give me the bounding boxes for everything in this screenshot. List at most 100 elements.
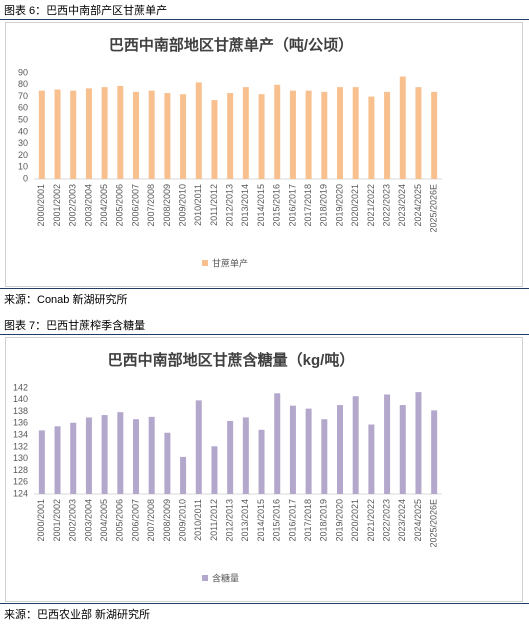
bar [70,90,77,179]
figure-source: 来源：Conab 新湖研究所 [4,294,128,306]
bar [195,400,202,494]
x-tick-label: 2012/2013 [225,184,235,227]
bar [101,87,108,179]
legend-swatch [202,575,208,581]
rule [0,603,529,604]
bar [242,87,249,179]
bar [431,410,438,494]
y-tick-label: 142 [13,382,28,392]
x-tick-label: 2022/2023 [381,499,391,542]
bar [384,394,391,494]
y-tick-label: 138 [13,406,28,416]
x-tick-label: 2002/2003 [68,184,78,227]
x-tick-label: 2014/2015 [256,499,266,542]
bar [368,424,375,494]
bar [148,90,155,179]
bar [38,90,45,179]
x-tick-label: 2023/2024 [397,499,407,542]
bar [337,87,343,179]
x-tick-label: 2003/2004 [83,184,93,227]
x-tick-label: 2003/2004 [83,499,93,542]
x-tick-label: 2004/2005 [99,184,109,227]
legend-label: 含糖量 [212,572,239,583]
x-tick-label: 2000/2001 [36,184,46,227]
bar [133,91,139,179]
x-tick-label: 2018/2019 [319,184,329,227]
bar [258,429,265,494]
x-tick-label: 2010/2011 [193,499,203,541]
x-tick-label: 2007/2008 [146,184,156,227]
x-tick-label: 2008/2009 [162,499,172,542]
y-tick-label: 80 [18,79,28,89]
x-tick-label: 2018/2019 [319,499,329,542]
chart-title: 巴西中南部地区甘蔗含糖量（kg/吨） [108,351,355,369]
bar [274,393,281,494]
x-tick-label: 2011/2012 [209,184,219,226]
y-tick-label: 134 [13,429,28,439]
bar [399,76,406,179]
y-tick-label: 50 [18,114,28,124]
x-tick-label: 2015/2016 [272,499,282,542]
figure-caption: 图表 7：巴西甘蔗榨季含糖量 [4,320,146,332]
x-tick-label: 2016/2017 [287,499,297,542]
y-tick-label: 60 [18,103,28,113]
bar [415,87,422,179]
y-tick-label: 30 [18,138,28,148]
x-tick-label: 2019/2020 [334,499,344,542]
x-tick-label: 2009/2010 [177,499,187,542]
bar [211,100,218,179]
y-tick-label: 140 [13,394,28,404]
x-tick-label: 2013/2014 [240,499,250,542]
bar [117,412,124,494]
bar [133,419,139,494]
rule [0,334,529,335]
x-tick-label: 2010/2011 [193,184,203,226]
y-tick-label: 136 [13,418,28,428]
legend-swatch [202,260,208,266]
bar [289,90,296,179]
x-tick-label: 2004/2005 [99,499,109,542]
bar [305,90,312,179]
y-tick-label: 130 [13,453,28,463]
bar [54,426,61,494]
figure-source: 来源：巴西农业部 新湖研究所 [4,609,151,621]
y-tick-label: 0 [23,173,28,183]
x-tick-label: 2017/2018 [303,499,313,542]
x-tick-label: 2005/2006 [115,184,125,227]
bar [321,419,328,494]
y-tick-label: 126 [13,477,28,487]
bar [431,91,438,179]
y-tick-label: 128 [13,465,28,475]
bar [85,88,92,179]
bar [274,84,281,179]
x-tick-label: 2016/2017 [287,184,297,227]
x-tick-label: 2015/2016 [272,184,282,227]
x-tick-label: 2025/2026E [429,184,439,233]
x-tick-label: 2006/2007 [130,184,140,227]
x-tick-label: 2000/2001 [36,499,46,542]
x-tick-label: 2006/2007 [130,499,140,542]
bar [415,392,422,494]
bar [180,456,187,494]
x-tick-label: 2012/2013 [225,499,235,542]
bar [289,405,296,494]
x-tick-label: 2023/2024 [397,184,407,227]
figure-caption: 图表 6：巴西中南部产区甘蔗单产 [4,5,168,17]
bar [227,93,234,179]
y-tick-label: 40 [18,126,28,136]
bar [305,408,312,494]
bar [352,87,359,179]
bar [148,416,155,494]
x-tick-label: 2008/2009 [162,184,172,227]
y-tick-label: 20 [18,150,28,160]
x-tick-label: 2001/2002 [52,499,62,542]
x-tick-label: 2011/2012 [209,499,219,541]
bar [38,430,45,494]
x-tick-label: 2024/2025 [413,499,423,542]
x-tick-label: 2007/2008 [146,499,156,542]
bar [384,91,391,179]
bar [54,89,61,179]
bar [337,405,343,494]
